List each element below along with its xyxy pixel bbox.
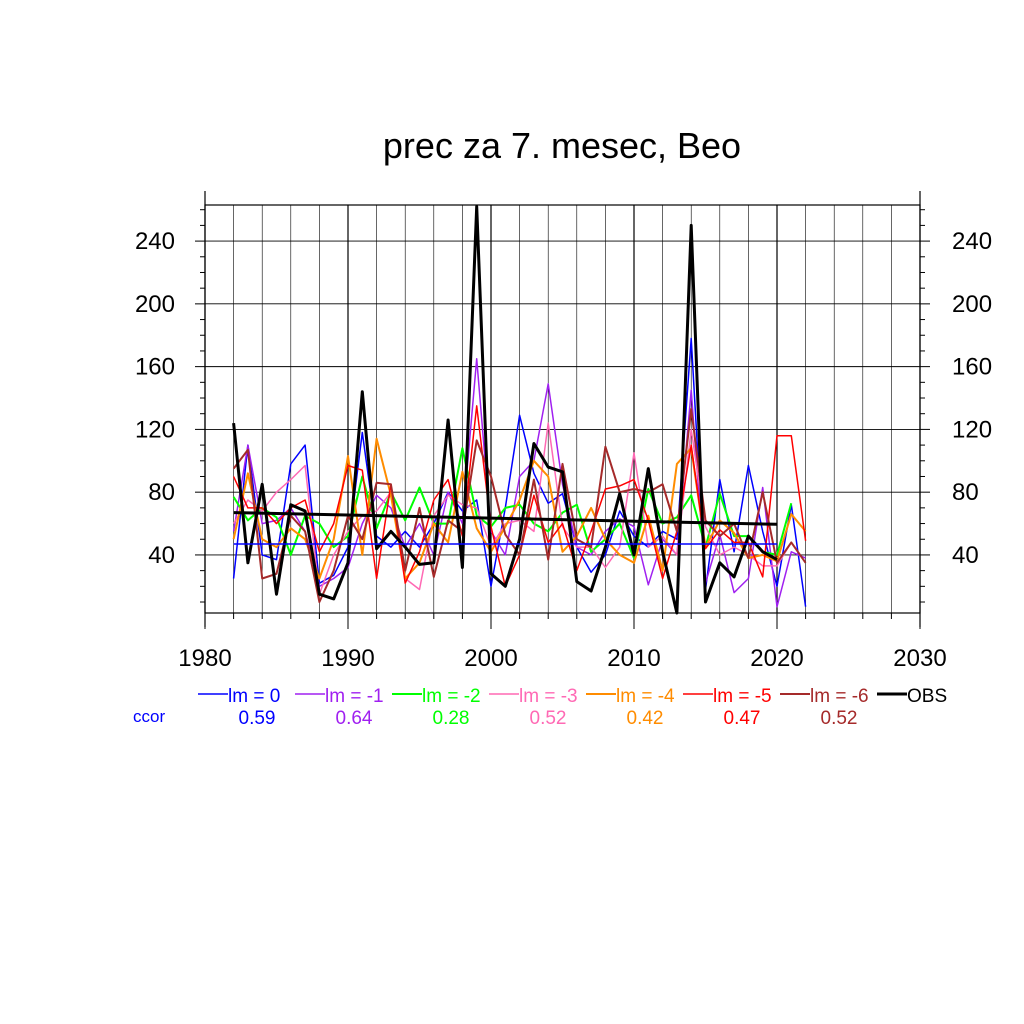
series-line-lm-6 xyxy=(232,408,807,603)
series-line-lm-4 xyxy=(232,437,807,580)
x-tick-label: 2010 xyxy=(607,645,660,672)
y-tick-label-right: 240 xyxy=(952,228,992,255)
legend-label: lm = -5 xyxy=(713,686,772,707)
y-tick-label-left: 40 xyxy=(148,542,175,569)
legend-ccor-value: 0.52 xyxy=(821,708,858,729)
legend-ccor-value: 0.47 xyxy=(724,708,761,729)
legend-ccor-value: 0.52 xyxy=(530,708,567,729)
series-line-obs xyxy=(232,205,778,615)
plot-area xyxy=(232,205,807,615)
y-tick-label-left: 200 xyxy=(135,291,175,318)
y-tick-label-right: 80 xyxy=(952,479,979,506)
x-tick-label: 1990 xyxy=(321,645,374,672)
legend-label: lm = -2 xyxy=(422,686,481,707)
legend-label: lm = 0 xyxy=(228,686,280,707)
series-line-lm-0 xyxy=(232,337,807,607)
legend-ccor-value: 0.64 xyxy=(336,708,373,729)
chart-title: prec za 7. mesec, Beo xyxy=(383,125,741,166)
y-tick-label-right: 160 xyxy=(952,354,992,381)
axes: 40 40 80 80 120 120 160 160 200 200 240 240 1980 1990… xyxy=(135,191,992,672)
x-tick-label: 2030 xyxy=(893,645,946,672)
legend-ccor-value: 0.28 xyxy=(433,708,470,729)
series-line-obs-trend xyxy=(233,511,778,526)
series-line-lm-3 xyxy=(232,422,792,595)
legend-ccor-value: 0.59 xyxy=(239,708,276,729)
legend-label: lm = -1 xyxy=(325,686,384,707)
legend-label: OBS xyxy=(907,686,947,707)
y-tick-label-right: 200 xyxy=(952,291,992,318)
x-tick-label: 2000 xyxy=(464,645,517,672)
x-tick-label: 2020 xyxy=(750,645,803,672)
y-tick-label-left: 240 xyxy=(135,228,175,255)
x-tick-label: 1980 xyxy=(178,645,231,672)
y-tick-label-left: 160 xyxy=(135,354,175,381)
legend-label: lm = -6 xyxy=(810,686,869,707)
y-tick-label-left: 120 xyxy=(135,416,175,443)
legend-label: lm = -3 xyxy=(519,686,578,707)
y-tick-label-left: 80 xyxy=(148,479,175,506)
y-tick-label-right: 40 xyxy=(952,542,979,569)
legend-ccor-value: 0.42 xyxy=(627,708,664,729)
y-tick-label-right: 120 xyxy=(952,416,992,443)
ccor-label: ccor xyxy=(133,707,165,726)
legend-label: lm = -4 xyxy=(616,686,675,707)
